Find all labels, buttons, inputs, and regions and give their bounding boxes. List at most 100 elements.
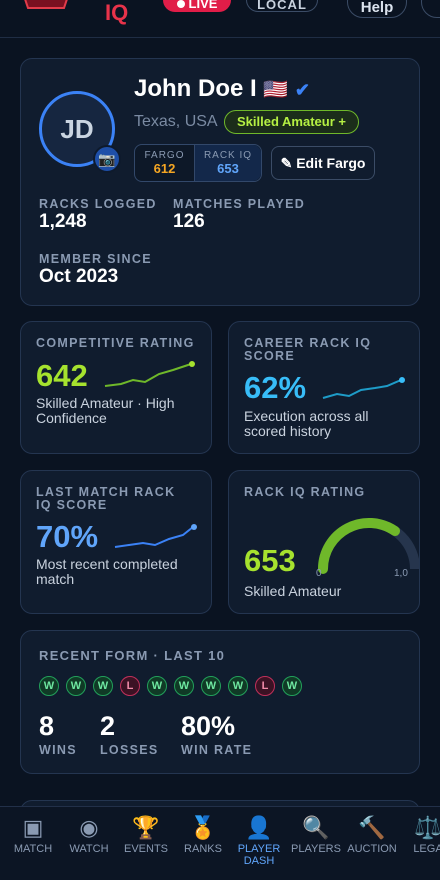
result: W (174, 676, 194, 696)
initials: JD (60, 114, 94, 144)
stat: MATCHES PLAYED 126 (173, 198, 305, 233)
stat-value: Oct 2023 (39, 266, 119, 287)
nav-item[interactable]: 🔍 PLAYERS (288, 813, 344, 855)
nav-icon: 🏆 (132, 815, 160, 840)
rack-iq-label: RACK IQ (203, 150, 253, 161)
card-value: 642 (36, 358, 88, 393)
stat-label: MATCHES PLAYED (173, 197, 306, 211)
nav-item[interactable]: 🔨 AUCTION (344, 813, 400, 855)
nav-icon: ⚖️ (414, 815, 440, 840)
name: John Doe I (134, 75, 257, 102)
nav-label: WATCH (69, 843, 109, 855)
sparkline (104, 361, 195, 387)
stat-value: 126 (173, 211, 205, 232)
nav-icon: 🏅 (189, 815, 217, 840)
nav-label: AUCTION (347, 843, 397, 855)
card-caption: Skilled Amateur · High Confidence (36, 395, 175, 426)
card-value: 70% (36, 519, 99, 554)
nav-icon: ◉ (79, 815, 99, 840)
flag: 🇺🇸 (263, 79, 289, 101)
nav-label: PLAYERS (291, 843, 341, 855)
gauge-min: 0 (316, 568, 322, 579)
gauge (317, 517, 419, 574)
brand: IQ (105, 0, 129, 25)
result: W (282, 676, 302, 696)
help-button[interactable]: Help (347, 0, 407, 18)
live-text: LIVE (188, 0, 218, 11)
sparkline (322, 377, 405, 399)
settings-button[interactable] (421, 0, 440, 18)
card-caption: Skilled Amateur (244, 583, 342, 599)
nav-label: PLAYER DASH (237, 843, 281, 867)
nav-icon: 👤 (245, 815, 273, 840)
camera-button[interactable]: 📷 (93, 145, 121, 173)
stat-value: 2 (100, 711, 116, 741)
card-value: 62% (244, 370, 307, 405)
stat: MEMBER SINCE Oct 2023 (39, 253, 152, 288)
nav-label: RANKS (184, 843, 222, 855)
card-title: RECENT FORM · LAST 10 (39, 648, 226, 663)
nav-icon: ▣ (22, 815, 44, 840)
metric-card: LAST MATCH RACK IQ SCORE 70% Most recent… (20, 470, 212, 614)
metric-card: RACK IQ RATING 0 1,0 653 Skilled Amateur (228, 470, 420, 614)
live-badge[interactable]: LIVE (163, 0, 231, 12)
stat-label: WINS (39, 743, 77, 757)
edit-fargo-button[interactable]: ✎ Edit Fargo (271, 146, 375, 180)
avatar: JD (39, 91, 115, 167)
stat-label: RACKS LOGGED (39, 197, 157, 211)
nav-item[interactable]: ▣ MATCH (5, 813, 61, 855)
nav-item[interactable]: ⚖️ LEGA (400, 813, 440, 855)
fargo: FARGO 612 (135, 145, 195, 181)
result: L (120, 676, 140, 696)
bottom-nav: ▣ MATCH ◉ WATCH 🏆 EVENTS 🏅 RANKS 👤 PLAYER DAS… (0, 806, 440, 880)
profile-card: JD 📷 John Doe I 🇺🇸 ✔ Texas, USA Skilled … (20, 58, 420, 306)
nav-item[interactable]: ◉ WATCH (61, 813, 117, 855)
local-button[interactable]: LOCAL (246, 0, 318, 12)
nav-item[interactable]: 🏅 RANKS (175, 813, 231, 855)
rating-box: FARGO 612 RACK IQ 653 (134, 144, 262, 182)
card-value: 653 (244, 543, 296, 578)
nav-item[interactable]: 🏆 EVENTS (118, 813, 174, 855)
logo[interactable] (20, 0, 72, 18)
nav-label: LEGA (413, 843, 440, 855)
rack-iq: RACK IQ 653 (195, 145, 261, 181)
stat-value: 8 (39, 711, 55, 741)
form-stat: 8 WINS (39, 711, 77, 757)
stat-value: 80% (181, 711, 236, 741)
nav-icon: 🔍 (302, 815, 330, 840)
card-title: LAST MATCH RACK IQ SCORE (36, 485, 176, 512)
gauge-max: 1,0 (394, 568, 408, 579)
result: W (66, 676, 86, 696)
result: W (93, 676, 113, 696)
form-stat: 80% WIN RATE (181, 711, 252, 757)
result: W (39, 676, 59, 696)
card-caption: Most recent completed match (36, 556, 178, 587)
stat-label: LOSSES (100, 743, 159, 757)
player-name: John Doe I 🇺🇸 ✔ (134, 75, 310, 103)
form-stat: 2 LOSSES (100, 711, 159, 757)
skill-badge: Skilled Amateur + (224, 110, 359, 134)
fargo-label: FARGO (144, 150, 185, 161)
fargo-value: 612 (153, 161, 176, 176)
rack-iq-value: 653 (217, 161, 239, 176)
stat-label: MEMBER SINCE (39, 252, 152, 266)
card-title: CAREER RACK IQ SCORE (244, 336, 372, 363)
header: IQ LIVE LOCAL Help (0, 0, 440, 38)
card-caption: Execution across all scored history (244, 408, 369, 439)
result: L (255, 676, 275, 696)
live-dot (176, 0, 185, 8)
result: W (201, 676, 221, 696)
verified: ✔ (294, 80, 311, 100)
nav-label: MATCH (13, 843, 53, 855)
nav-label: EVENTS (123, 843, 168, 855)
card-title: COMPETITIVE RATING (36, 336, 195, 350)
location: Texas, USA (134, 113, 218, 130)
metric-card: CAREER RACK IQ SCORE 62% Execution acros… (228, 321, 420, 454)
stat-value: 1,248 (39, 211, 87, 232)
stat: RACKS LOGGED 1,248 (39, 198, 157, 233)
nav-item-active[interactable]: 👤 PLAYER DASH (231, 813, 287, 867)
stat-label: WIN RATE (181, 743, 253, 757)
metric-card: COMPETITIVE RATING 642 Skilled Amateur ·… (20, 321, 212, 454)
